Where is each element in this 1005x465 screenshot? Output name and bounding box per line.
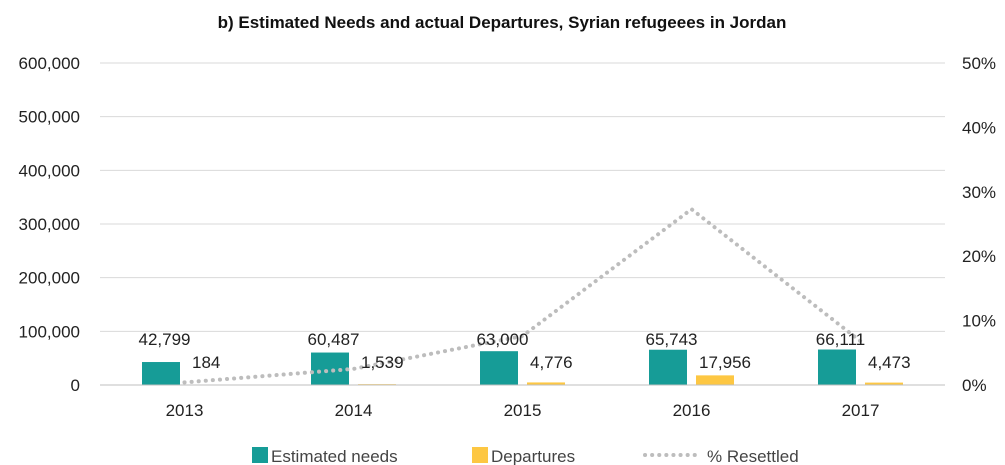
bar	[311, 352, 349, 385]
legend-swatch	[252, 447, 268, 463]
bar	[649, 349, 687, 385]
axes: 0 100,000 200,000 300,000 400,000 500,000 600,…	[19, 54, 996, 420]
y-right-tick-label: 30%	[962, 183, 996, 202]
legend-label: % Resettled	[707, 447, 799, 465]
bar	[527, 382, 565, 385]
legend-label: Departures	[491, 447, 575, 465]
x-tick-label: 2017	[842, 401, 880, 420]
legend-label: Estimated needs	[271, 447, 398, 465]
y-left-tick-label: 0	[71, 376, 80, 395]
data-label: 63,000	[477, 330, 529, 349]
y-left-tick-label: 100,000	[19, 322, 80, 341]
x-tick-label: 2013	[166, 401, 204, 420]
y-right-tick-label: 50%	[962, 54, 996, 73]
data-label: 184	[192, 353, 220, 372]
series-line	[182, 206, 863, 385]
legend: Estimated needs Departures % Resettled	[252, 447, 799, 465]
data-label: 42,799	[139, 330, 191, 349]
bar	[696, 375, 734, 385]
y-right-tick-label: 0%	[962, 376, 987, 395]
resettled-line	[182, 206, 863, 385]
x-tick-label: 2016	[673, 401, 711, 420]
y-left-tick-label: 500,000	[19, 108, 80, 127]
data-label: 17,956	[699, 353, 751, 372]
y-left-tick-label: 200,000	[19, 269, 80, 288]
chart-title: b) Estimated Needs and actual Departures…	[218, 13, 787, 32]
bar	[865, 382, 903, 385]
y-right-tick-label: 10%	[962, 312, 996, 331]
data-labels: 42,799 60,487 63,000 65,743 66,111 184 1,539 4,…	[139, 330, 911, 372]
y-right-tick-label: 40%	[962, 118, 996, 137]
bar	[142, 362, 180, 385]
legend-swatch	[472, 447, 488, 463]
gridlines	[100, 62, 945, 332]
bar	[818, 349, 856, 385]
data-label: 4,473	[868, 353, 911, 372]
y-right-tick-label: 20%	[962, 247, 996, 266]
y-left-tick-label: 300,000	[19, 215, 80, 234]
data-label: 1,539	[361, 353, 404, 372]
y-left-tick-label: 600,000	[19, 54, 80, 73]
data-label: 60,487	[308, 330, 360, 349]
bar	[480, 351, 518, 385]
x-tick-label: 2015	[504, 401, 542, 420]
bars	[142, 349, 903, 386]
data-label: 4,776	[530, 353, 573, 372]
data-label: 65,743	[646, 330, 698, 349]
x-tick-label: 2014	[335, 401, 373, 420]
y-left-tick-label: 400,000	[19, 161, 80, 180]
data-label: 66,111	[816, 330, 865, 349]
